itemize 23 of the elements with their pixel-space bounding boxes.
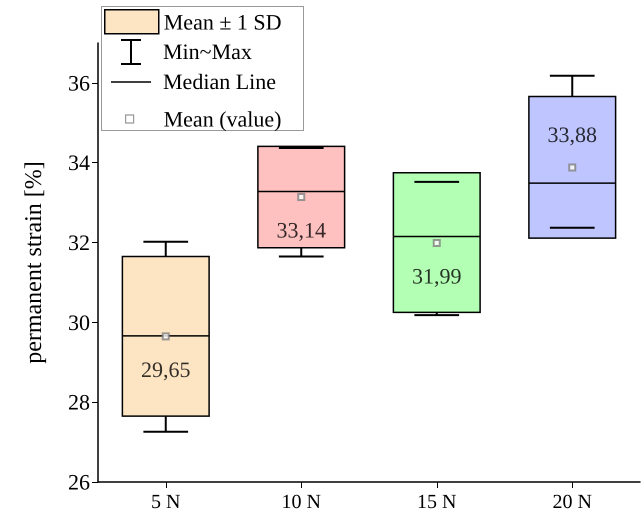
y-axis-title: permanent strain [%] [21,161,47,364]
annotation: Min~Max [163,39,252,65]
data-label: 31,99 [412,263,462,288]
y-tick-label: 28 [68,390,90,415]
data-label: 29,65 [141,356,190,382]
data-label: 33,14 [276,218,326,243]
y-tick-label: 32 [68,230,90,256]
point [568,164,576,172]
x-tick-label: 5 N [151,491,180,513]
y-tick-label: 36 [68,70,90,96]
legend-label: Mean ± 1 SD [164,9,282,34]
y-tick-label: 30 [68,310,90,335]
y-tick-label: 34 [68,150,90,176]
point [162,332,170,340]
x-tick-label: 15 N [417,491,456,513]
x-tick-label: 20 N [552,491,592,513]
point [297,193,306,202]
legend-label: Mean (value) [164,106,282,132]
x-tick-label: 10 N [282,491,321,513]
annotation: Median Line [163,69,276,95]
y-tick-label: 26 [68,470,90,494]
data-label: 33,88 [548,122,597,148]
point [432,238,441,247]
